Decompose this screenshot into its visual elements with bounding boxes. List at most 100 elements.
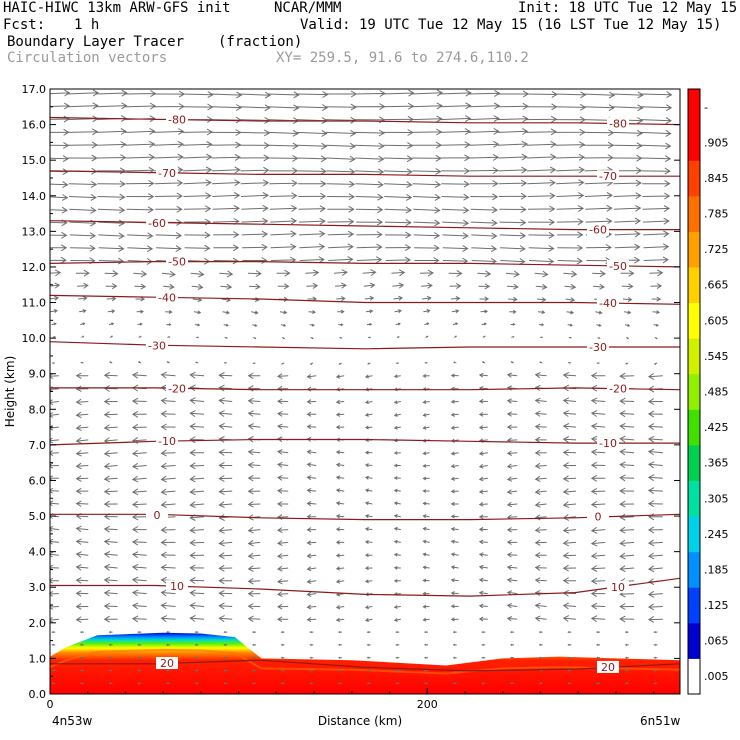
circulation-vector [325, 129, 357, 137]
circulation-vector [478, 527, 488, 532]
circulation-vector [562, 539, 577, 547]
circulation-vector [506, 372, 518, 378]
circulation-vector [478, 539, 488, 545]
circulation-vector [160, 526, 176, 534]
circulation-vector [364, 463, 373, 468]
colorbar-label: .245 [704, 528, 729, 541]
circulation-vector [478, 552, 488, 557]
circulation-vector [619, 448, 635, 456]
circulation-vector [223, 682, 228, 685]
circulation-vector [247, 487, 261, 495]
circulation-vector [211, 141, 242, 149]
circulation-vector [537, 310, 546, 315]
circulation-vector [556, 218, 584, 226]
circulation-vector [277, 553, 289, 559]
circulation-vector [534, 423, 547, 430]
circulation-vector [622, 296, 633, 302]
circulation-vector [335, 501, 345, 506]
y-tick-label: 14.0 [22, 190, 47, 203]
circulation-vector [223, 669, 228, 672]
circulation-vector [69, 232, 97, 240]
circulation-vector [194, 682, 199, 685]
circulation-vector [166, 669, 170, 672]
circulation-vector [412, 193, 441, 201]
circulation-vector [422, 539, 430, 544]
circulation-vector [267, 104, 300, 112]
circulation-vector [619, 397, 635, 405]
circulation-vector [411, 102, 443, 110]
circulation-vector [247, 372, 261, 380]
circulation-vector [393, 413, 401, 417]
circulation-vector [506, 527, 518, 533]
circulation-vector [562, 410, 577, 417]
circulation-vector [126, 206, 154, 214]
circulation-vector [393, 618, 401, 622]
circulation-vector [306, 591, 317, 597]
circulation-vector [328, 243, 354, 251]
circulation-vector [328, 256, 354, 264]
circulation-vector [568, 336, 572, 339]
circulation-vector [393, 488, 401, 493]
circulation-vector [222, 310, 230, 315]
circulation-vector [224, 336, 228, 339]
circulation-vector [364, 618, 373, 622]
circulation-vector [511, 336, 515, 338]
circulation-vector [422, 578, 430, 583]
circulation-vector [527, 192, 556, 200]
circulation-vector [481, 682, 486, 685]
circulation-vector [424, 682, 428, 685]
circulation-vector [364, 553, 373, 558]
field-units: (fraction) [218, 34, 303, 50]
circulation-vector [498, 153, 528, 161]
circulation-vector [526, 128, 557, 136]
contour-label: -50 [168, 256, 186, 269]
circulation-vector [69, 206, 97, 214]
circulation-vector [478, 577, 488, 583]
circulation-vector [98, 219, 126, 227]
circulation-vector [80, 322, 86, 326]
circulation-vector [395, 630, 400, 634]
contour-label-bg [587, 510, 609, 523]
circulation-vector [538, 682, 543, 685]
circulation-vector [327, 218, 355, 226]
circulation-vector [481, 656, 486, 659]
circulation-vector [218, 372, 233, 379]
circulation-vector [624, 643, 629, 647]
circulation-vector [624, 656, 629, 659]
circulation-vector [526, 153, 557, 161]
colorbar-swatch [688, 338, 700, 375]
circulation-vector [562, 436, 577, 443]
contour-label-bg [607, 259, 629, 272]
circulation-vector [510, 656, 514, 659]
circulation-vector [160, 551, 176, 559]
circulation-vector [528, 218, 556, 226]
colorbar-label: .185 [704, 563, 729, 576]
circulation-vector [160, 589, 176, 597]
circulation-vector [366, 682, 371, 685]
circulation-vector [75, 424, 89, 432]
colorbar-label: .005 [704, 670, 729, 683]
circulation-vector [280, 669, 285, 672]
circulation-vector [213, 231, 240, 239]
circulation-vector [653, 643, 658, 647]
circulation-vector [422, 425, 430, 430]
y-tick-label: 13.0 [22, 225, 47, 238]
circulation-vector [650, 283, 663, 290]
colorbar-swatch [688, 409, 700, 446]
circulation-vector [66, 89, 100, 97]
circulation-vector [218, 615, 233, 623]
circulation-vector [364, 605, 373, 610]
circulation-vector [366, 656, 371, 659]
circulation-vector [470, 193, 499, 201]
circulation-vector [534, 564, 547, 571]
circulation-vector [338, 630, 342, 634]
circulation-vector [366, 322, 373, 326]
circulation-vector [619, 422, 635, 430]
circulation-vector [306, 514, 317, 520]
circulation-vector [538, 656, 543, 659]
forecast-label: Fcst: [3, 17, 46, 33]
circulation-vector [220, 283, 233, 290]
circulation-vector [189, 602, 205, 610]
circulation-vector [653, 323, 659, 327]
circulation-vector [506, 539, 518, 546]
